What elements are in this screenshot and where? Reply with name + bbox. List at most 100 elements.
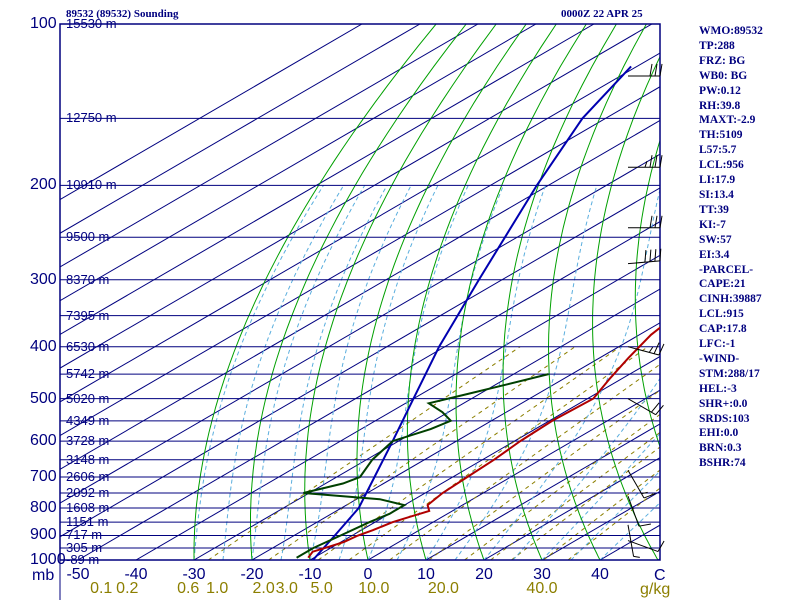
mixing-ratio-tick-label: 20.0 [427, 580, 459, 597]
isotherm-line [77, 221, 660, 560]
sounding-index: CAP:17.8 [699, 323, 747, 336]
height-label: 305 m [66, 540, 103, 556]
height-label: 3728 m [66, 433, 110, 449]
sounding-index: SI:13.4 [699, 188, 734, 201]
pressure-tick-label: 1000 [30, 551, 66, 568]
wind-barb-half-flag [644, 161, 648, 168]
wind-barb-half-flag [648, 346, 654, 353]
height-label: 2606 m [66, 468, 110, 484]
dry-adiabat-line [250, 24, 467, 560]
height-label: 5742 m [66, 366, 110, 382]
wind-barb-staff [627, 346, 660, 356]
wind-barb-staff [627, 540, 659, 553]
isotherm-line [60, 86, 660, 437]
height-label: 717 m [66, 527, 103, 543]
height-label: 15530 m [66, 16, 117, 31]
wind-barb-flag [659, 215, 663, 228]
mixing-ratio-tick-label: 1.0 [206, 580, 229, 597]
dry-adiabat-line [794, 24, 800, 560]
isotherm-line [425, 423, 660, 560]
sounding-index: L57:5.7 [699, 144, 737, 157]
wind-barb [628, 63, 663, 77]
wind-barb-flag [643, 493, 656, 499]
valid-time: 0000Z 22 APR 25 [561, 8, 643, 20]
mixing-ratio-tick-label: 3.0 [275, 580, 298, 597]
wind-barb-flag [654, 63, 658, 77]
height-label: 9500 m [66, 229, 110, 245]
isotherm-line [60, 24, 479, 268]
sounding-index: EHI:0.0 [699, 427, 739, 440]
sounding-index: MAXT:-2.9 [699, 114, 756, 127]
isotherm-line [309, 355, 660, 560]
height-label: 1608 m [66, 500, 110, 516]
pressure-tick-label: 700 [30, 467, 57, 485]
wind-barb-flag [649, 155, 653, 168]
wind-barb-flag [649, 249, 652, 262]
wind-barb [627, 342, 665, 356]
pressure-tick-label: 100 [30, 15, 57, 32]
pressure-tick-label: 500 [30, 389, 57, 407]
sounding-index: LCL:915 [699, 308, 744, 321]
isotherm-line [60, 24, 363, 201]
isotherm-line [60, 153, 660, 504]
height-label: 3148 m [66, 451, 110, 467]
sounding-index: BRN:0.3 [699, 442, 742, 455]
temperature-tick-label: 0 [363, 566, 373, 583]
sounding-index: BSHR:74 [699, 457, 746, 470]
temperature-tick-label: -50 [66, 566, 90, 583]
pressure-unit-label: mb [32, 567, 55, 584]
isotherm-line [193, 288, 660, 560]
pressure-tick-label: 200 [30, 176, 57, 194]
sounding-index: CAPE:21 [699, 278, 746, 291]
pressure-tick-label: 800 [30, 499, 57, 517]
temperature-tick-label: 20 [475, 566, 493, 583]
wind-barb-flag [654, 215, 658, 228]
mixing-ratio-tick-label: 0.2 [116, 580, 139, 597]
wind-barb-flag [659, 248, 662, 261]
mixing-ratio-tick-label: 0.1 [90, 580, 113, 597]
sounding-index: FRZ: BG [699, 54, 746, 67]
pressure-tick-label: 400 [30, 337, 57, 355]
wind-barb-staff [627, 260, 660, 265]
dewpoint-profile-line [296, 373, 549, 559]
wind-barb-flag [649, 215, 653, 228]
isotherm-line [251, 322, 660, 560]
dry-adiabat-line [193, 24, 437, 560]
dry-adiabat-line [455, 24, 587, 560]
isotherm-line [483, 457, 660, 560]
height-label: 1151 m [66, 514, 109, 530]
wind-barb-staff [627, 469, 645, 499]
sounding-index: CINH:39887 [699, 293, 762, 306]
sounding-index: STM:288/17 [699, 367, 760, 380]
wind-barb [627, 248, 662, 265]
height-label: 10910 m [66, 177, 117, 193]
wind-barb [627, 524, 640, 558]
sounding-index: WMO:89532 [699, 25, 763, 37]
height-label: 4349 m [66, 412, 110, 428]
plot-frame [59, 23, 661, 600]
parcel-profile-line [312, 65, 632, 560]
wind-barb [627, 398, 664, 416]
moist-adiabat-line [425, 185, 546, 560]
wind-barb-half-flag [641, 491, 648, 495]
dry-adiabat-line [502, 24, 617, 560]
temperature-tick-label: 30 [533, 566, 551, 583]
wind-barb-flag [649, 63, 653, 77]
sounding-index: SRDS:103 [699, 412, 750, 425]
station-title: 89532 (89532) Sounding [66, 8, 179, 20]
plot-border [59, 23, 661, 561]
wind-barb-staff [627, 495, 640, 527]
height-label: 7395 m [66, 307, 110, 323]
sounding-indices-list: WMO:89532 TP:288 FRZ: BG WB0: BG PW:0.12 RH:3… [699, 24, 763, 471]
wind-barb [628, 215, 663, 229]
isotherm-lines [60, 24, 660, 560]
height-label: 8370 m [66, 271, 110, 287]
moist-adiabat-line [570, 470, 660, 560]
wind-barb-flag [659, 155, 663, 168]
temperature-profile-line [307, 326, 660, 559]
temperature-unit-label: C [654, 567, 666, 584]
sounding-index: HEL:-3 [699, 382, 737, 395]
wind-barb-staff [627, 524, 635, 557]
sounding-index: TH:5109 [699, 129, 743, 142]
